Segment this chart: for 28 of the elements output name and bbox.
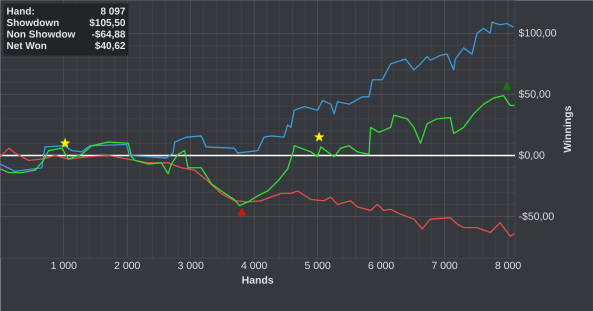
annotation: $40,62: [95, 42, 126, 50]
x-tick-label: 2 000: [114, 262, 140, 270]
annotation: Net Won: [7, 42, 46, 50]
x-tick-label: 8 000: [495, 262, 521, 270]
x-tick-label: 7 000: [432, 262, 458, 270]
annotation: Non Showdow: [7, 30, 76, 38]
annotation: $105,50: [89, 18, 126, 28]
y-tick-label: -$50,00: [519, 212, 554, 222]
x-tick-label: 3 000: [178, 262, 204, 270]
line-series: [0, 147, 516, 237]
y-tick-label: $100,00: [518, 28, 556, 38]
point: [314, 132, 324, 142]
y-axis-title: Winnings: [563, 106, 574, 153]
annotation: Showdown: [6, 18, 59, 26]
y-tick-label: $0,00: [518, 150, 544, 160]
y-tick-label: $50,00: [518, 90, 550, 99]
x-tick-label: 5 000: [304, 262, 330, 270]
point: [237, 208, 246, 216]
annotation: Hand:: [7, 7, 34, 15]
x-tick-label: 6 000: [368, 262, 394, 270]
annotation: -$64,88: [92, 30, 126, 40]
point: [60, 138, 70, 148]
x-axis-title: Hands: [242, 276, 274, 284]
line-series: [0, 94, 516, 206]
point: [502, 82, 512, 90]
annotation: 8 097: [100, 7, 126, 15]
x-tick-label: 4 000: [241, 262, 267, 270]
x-tick-label: 1 000: [51, 262, 76, 270]
